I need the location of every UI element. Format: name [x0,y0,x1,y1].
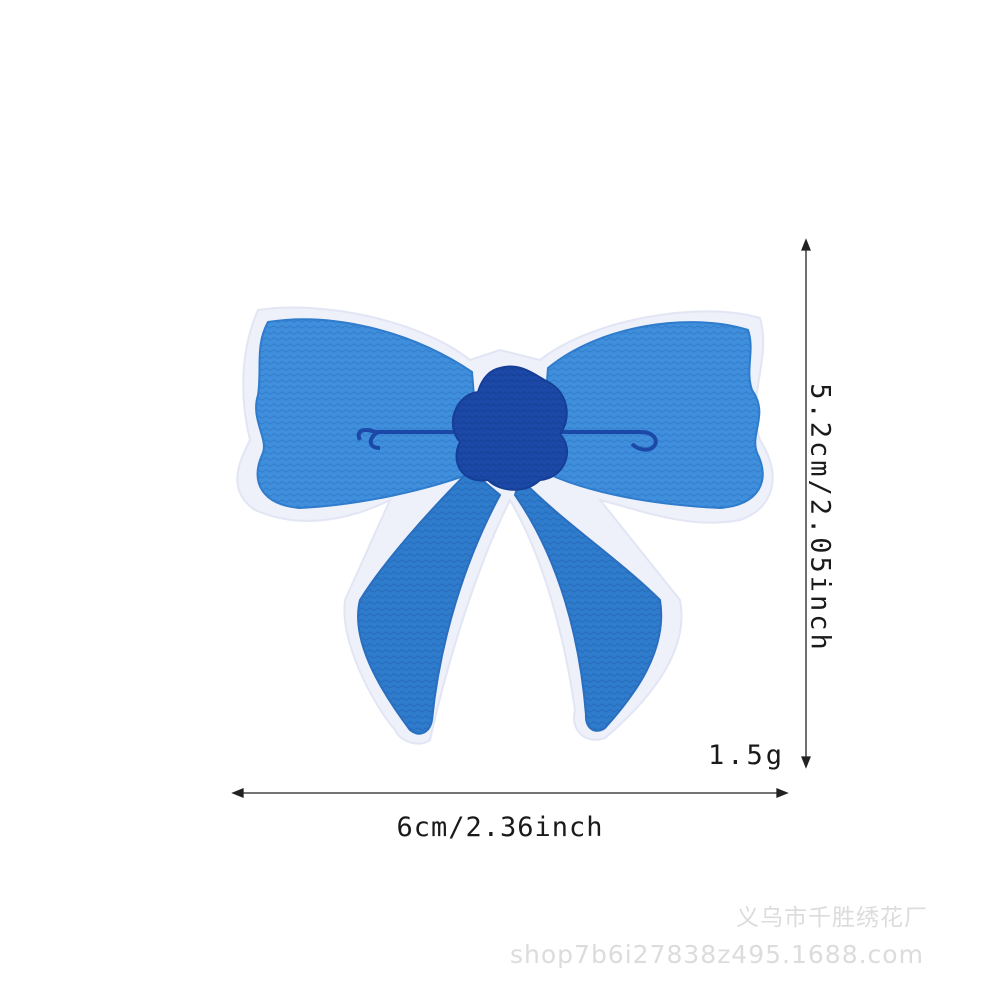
height-label: 5.2cm/2.05inch [804,383,836,653]
width-label: 6cm/2.36inch [396,812,604,843]
bow-left-tail [357,468,502,735]
bow-left-wing [255,318,482,510]
bow-right-wing [538,321,764,510]
width-dimension-line [231,788,789,798]
watermark-company: 义乌市千胜绣花厂 [736,905,928,931]
bow-knot [451,365,569,491]
weight-label: 1.5g [708,740,786,771]
bow-right-tail [513,476,663,732]
watermark-url: shop7b6i27838z495.1688.com [510,940,924,969]
bow-stitch-line [356,428,658,452]
height-dimension-line [801,238,811,769]
